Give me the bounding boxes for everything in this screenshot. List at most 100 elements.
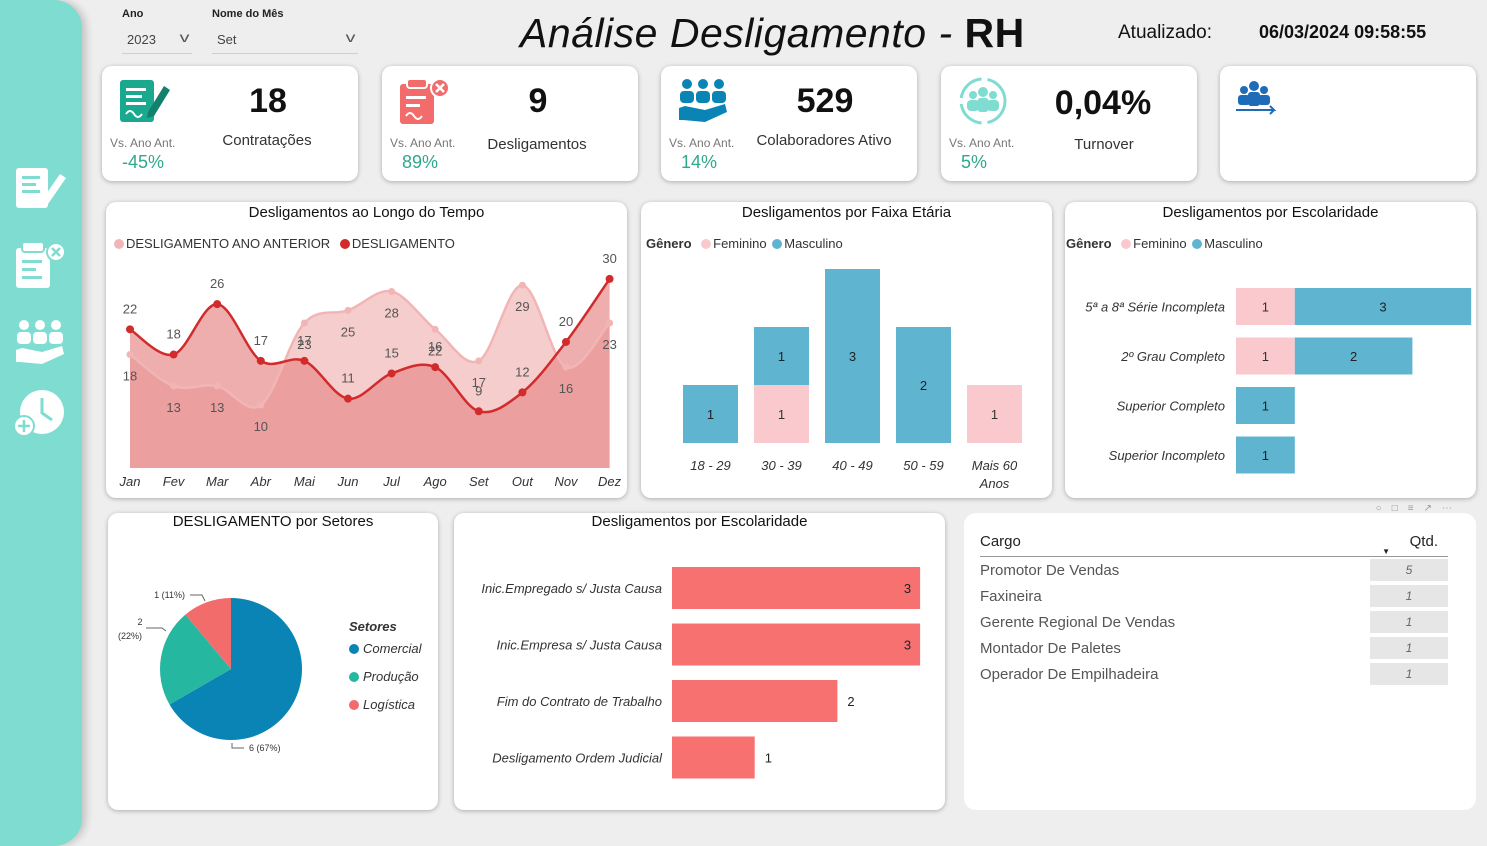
bar [672,567,921,609]
data-label-previous: 22 [428,343,442,358]
x-tick-label: Jan [119,474,141,489]
expand-icon[interactable]: ↗ [1423,503,1442,514]
x-tick-label: 50 - 59 [903,458,943,473]
kpi-vs-value: -45% [122,152,165,172]
slice-label: 2 [137,617,142,627]
x-tick-label: Fev [163,474,186,489]
bar-masculino [1236,387,1295,424]
updated-value: 06/03/2024 09:58:55 [1259,22,1427,42]
legend-item: Comercial [349,635,422,663]
x-tick-label: Mar [206,474,229,489]
year-select[interactable]: 2023 v [122,29,192,54]
y-tick-label: 2º Grau Completo [1120,349,1225,364]
point-current-year [300,356,309,365]
legend-dot [349,672,359,682]
bar-masculino [1294,337,1413,375]
point-previous-year [562,363,570,371]
pin-icon[interactable]: ○ [1375,503,1392,514]
point-previous-year [300,319,308,327]
data-label-current: 12 [515,364,529,379]
sort-desc-icon[interactable]: ▼ [1382,547,1390,556]
data-label-current: 11 [341,371,355,386]
more-icon[interactable]: ⋯ [1442,503,1462,514]
kpi-card-turnover: 0,04% Turnover Vs. Ano Ant. 5% [941,66,1197,181]
visual-toolbar[interactable]: ○□≡↗⋯ [1376,503,1462,514]
legend-label: Comercial [363,641,422,656]
legend-label: Feminino [1133,236,1187,251]
legend-title: Gênero [646,236,692,251]
data-label-current: 17 [254,333,268,348]
point-previous-year [388,288,396,296]
point-current-year [605,274,614,283]
data-label-previous: 18 [123,369,137,384]
table-row[interactable]: Faxineira 1 [980,583,1448,609]
point-previous-year [213,382,221,390]
point-current-year [126,325,134,334]
bar-label-feminino: 1 [778,407,785,422]
point-current-year [562,337,570,346]
year-filter[interactable]: Ano 2023 v [122,8,192,54]
chart-title: DESLIGAMENTO por Setores [172,513,374,530]
month-select[interactable]: Set v [212,29,358,54]
legend-dot [701,239,712,249]
education-chart: 5ª a 8ª Série Incompleta 1 3 2º Grau Comple… [1085,288,1472,474]
point-previous-year [257,401,265,409]
chart-title: Desligamentos ao Longo do Tempo [248,204,485,221]
point-current-year [256,356,265,365]
slice-label: 6 (67%) [249,743,281,753]
data-label-current: 20 [559,314,573,329]
kpi-card-navigate[interactable] [1220,66,1476,181]
y-tick-label: Superior Completo [1117,399,1225,414]
bar-label-masculino: 1 [1262,399,1269,414]
point-previous-year [475,357,483,365]
bar [672,623,921,666]
data-label-previous: 29 [515,299,529,314]
kpi-card-colaboradores: 529 Colaboradores Ativo Vs. Ano Ant. 14% [661,66,917,181]
area-current-year [130,278,610,468]
table-row[interactable]: Operador De Empilhadeira 1 [980,661,1448,687]
year-select-value: 2023 [127,32,156,47]
chart-title: Desligamentos por Faixa Etária [741,204,952,221]
data-label-previous: 10 [254,419,268,434]
legend-dot [339,239,350,249]
x-tick-label: Anos [979,476,1010,491]
document-edit-icon[interactable] [12,160,68,214]
x-tick-label: Abr [250,474,272,489]
legend-dot [349,700,359,710]
data-label-previous: 13 [166,400,180,415]
bar-label-feminino: 1 [1262,300,1269,315]
kpi-vs-label: Vs. Ano Ant. [669,136,735,150]
data-label-current: 26 [210,276,224,291]
bar-label: 1 [765,751,772,766]
x-tick-label: Nov [554,474,579,489]
legend-item: Produção [349,663,422,691]
clock-icon[interactable] [12,386,68,440]
legend-title: Gênero [1066,236,1112,251]
table-row[interactable]: Montador De Paletes 1 [980,635,1448,661]
legend-item: Logística [349,691,422,719]
column-header[interactable]: Qtd. [1409,533,1438,550]
y-tick-label: Superior Incompleto [1109,448,1225,463]
table-row[interactable]: Promotor De Vendas 5 [980,557,1448,583]
bar-label-feminino: 1 [991,407,998,422]
team-presentation-icon[interactable] [1234,78,1280,118]
x-tick-label: Set [469,474,490,489]
table-row[interactable]: Gerente Regional De Vendas 1 [980,609,1448,635]
column-header[interactable]: Cargo [980,533,1021,550]
data-label-current: 15 [384,345,398,360]
y-tick-label: Inic.Empregado s/ Justa Causa [481,581,662,596]
x-tick-label: Jun [337,474,359,489]
kpi-label: Contratações [222,132,312,149]
copy-icon[interactable]: □ [1391,503,1408,514]
team-icon[interactable] [12,316,68,370]
bar-label-masculino: 3 [849,349,856,364]
bar-label-masculino: 2 [1350,349,1357,364]
bar-label-masculino: 3 [1379,300,1386,315]
bar-masculino [683,385,738,443]
bar-label-masculino: 1 [778,349,785,364]
filter-icon[interactable]: ≡ [1407,503,1424,514]
document-remove-icon[interactable] [12,238,68,292]
month-filter[interactable]: Nome do Mês Set v [212,8,358,54]
point-current-year [518,388,527,397]
y-tick-label: Desligamento Ordem Judicial [492,751,663,766]
